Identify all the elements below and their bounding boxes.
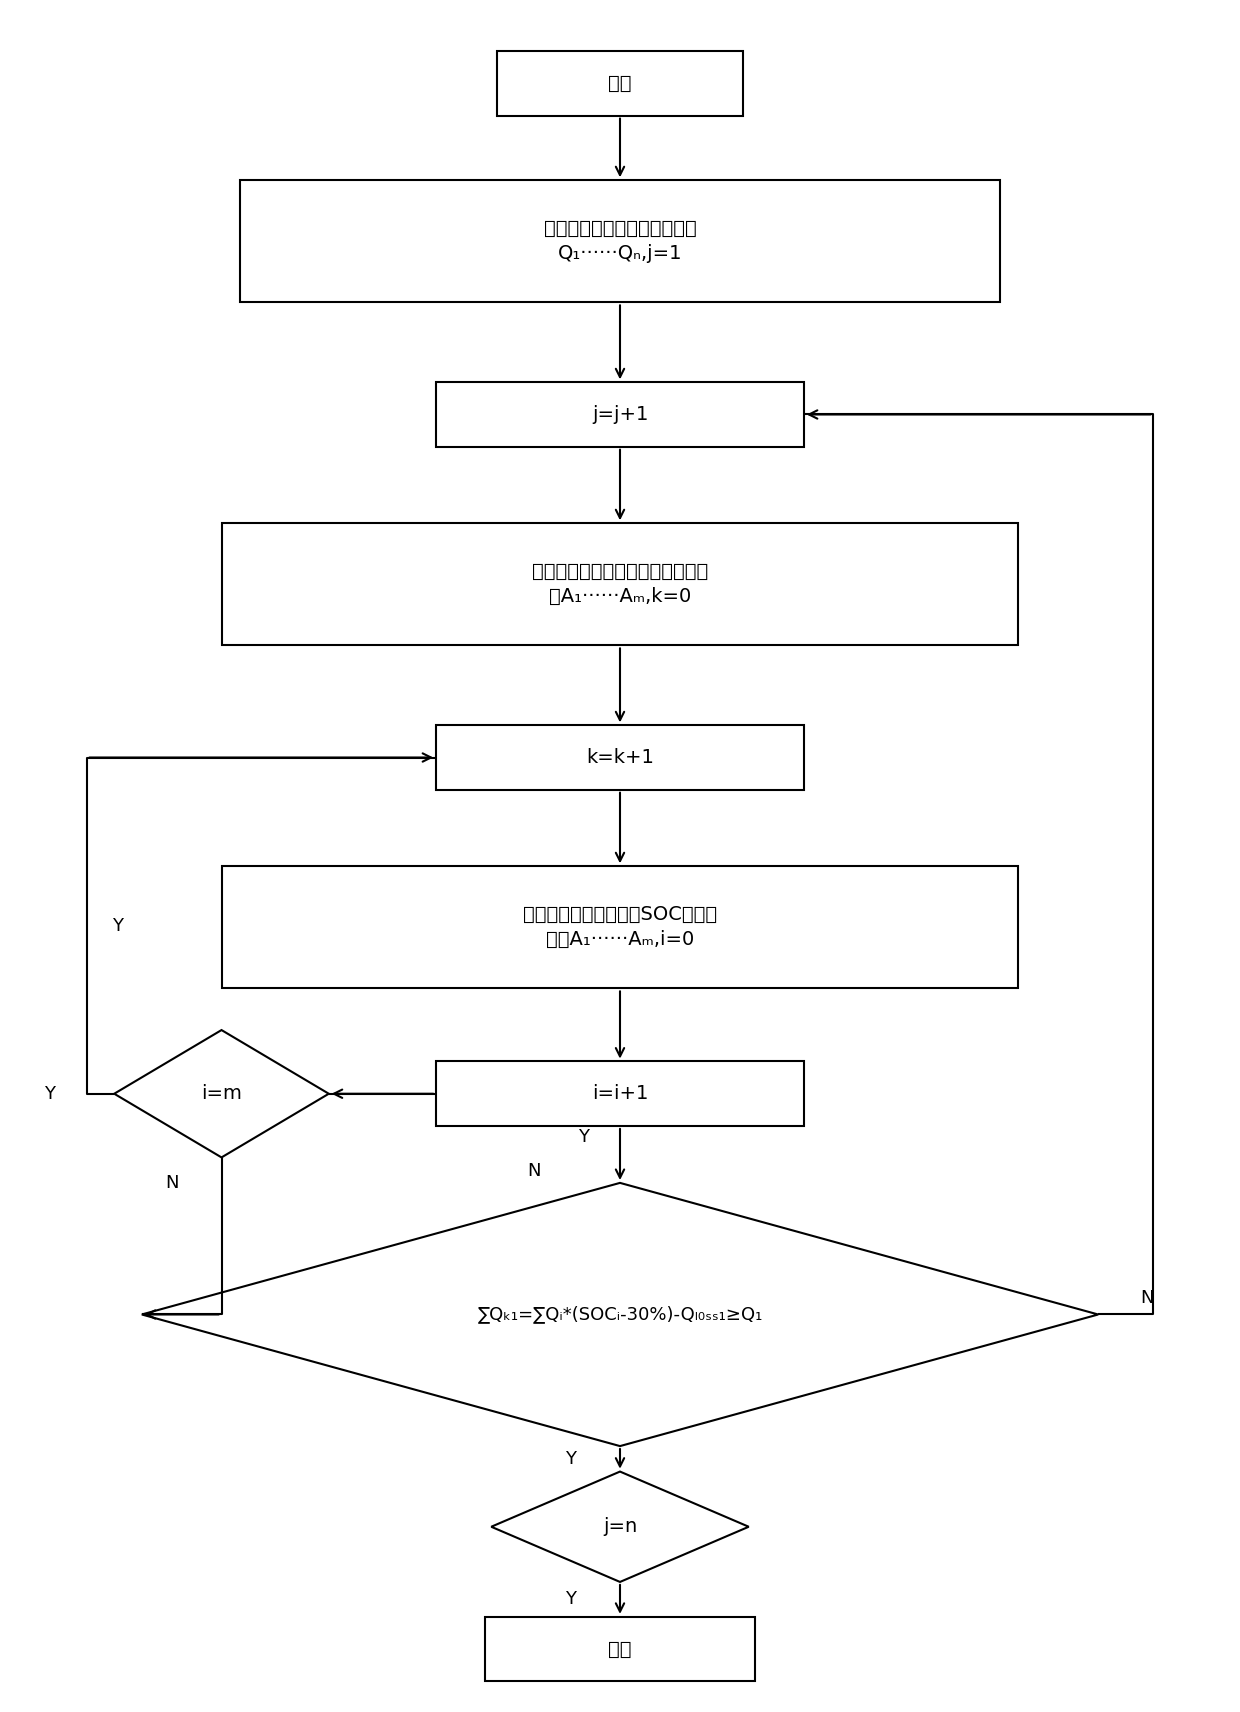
Polygon shape [141, 1183, 1099, 1447]
Bar [222, 524, 1018, 645]
Text: ∑Qₖ₁=∑Qᵢ*(SOCᵢ-30%)-Qₗ₀ₛₛ₁≥Q₁: ∑Qₖ₁=∑Qᵢ*(SOCᵢ-30%)-Qₗ₀ₛₛ₁≥Q₁ [477, 1306, 763, 1323]
Bar [436, 382, 804, 447]
Text: i=m: i=m [201, 1084, 242, 1103]
Polygon shape [491, 1472, 749, 1582]
Text: N: N [1141, 1289, 1154, 1306]
Text: 将需求点按需求大小进行排序
Q₁······Qₙ,j=1: 将需求点按需求大小进行排序 Q₁······Qₙ,j=1 [543, 219, 697, 264]
Text: Y: Y [112, 916, 123, 935]
Text: j=j+1: j=j+1 [591, 406, 649, 425]
Bar [436, 726, 804, 789]
Text: Y: Y [565, 1590, 577, 1608]
Text: Y: Y [565, 1450, 577, 1467]
Bar [239, 180, 1001, 303]
Text: 对基地内部目前设备按SOC値大小
排序A₁······Aₘ,i=0: 对基地内部目前设备按SOC値大小 排序A₁······Aₘ,i=0 [523, 906, 717, 950]
Text: i=i+1: i=i+1 [591, 1084, 649, 1103]
Text: k=k+1: k=k+1 [587, 748, 653, 767]
Text: 结束: 结束 [609, 1640, 631, 1659]
Text: Y: Y [45, 1085, 56, 1103]
Text: N: N [527, 1162, 541, 1181]
Text: Y: Y [578, 1128, 589, 1147]
Text: N: N [166, 1174, 180, 1192]
Bar [497, 51, 743, 116]
Polygon shape [114, 1031, 329, 1157]
Bar [485, 1616, 755, 1681]
Text: j=n: j=n [603, 1517, 637, 1536]
Bar [436, 1061, 804, 1126]
Text: 把储能基地按离需求点远近进行排
序A₁······Aₘ,k=0: 把储能基地按离需求点远近进行排 序A₁······Aₘ,k=0 [532, 562, 708, 606]
Bar [222, 866, 1018, 988]
Text: 开始: 开始 [609, 74, 631, 92]
